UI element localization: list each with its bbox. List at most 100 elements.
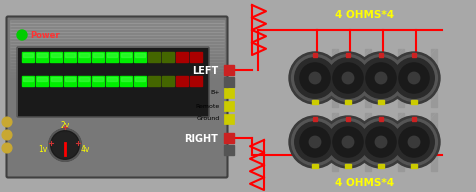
Bar	[379, 117, 383, 121]
Bar	[148, 52, 160, 62]
Bar	[190, 52, 202, 62]
Bar	[411, 164, 417, 168]
Bar	[135, 77, 145, 81]
Bar	[106, 52, 118, 62]
Bar	[224, 133, 234, 143]
Bar	[10, 74, 224, 77]
Circle shape	[361, 58, 401, 98]
Bar	[345, 164, 351, 168]
Bar	[10, 71, 224, 74]
Circle shape	[333, 127, 363, 157]
Bar	[121, 53, 131, 57]
Bar	[65, 53, 75, 57]
Bar	[10, 41, 224, 44]
Bar	[176, 52, 188, 62]
Text: 4 OHMS*4: 4 OHMS*4	[335, 178, 394, 188]
Bar	[92, 52, 104, 62]
Bar	[64, 76, 76, 86]
Bar	[92, 76, 104, 86]
Bar	[10, 53, 224, 56]
Bar	[23, 77, 33, 81]
Bar	[431, 113, 437, 171]
Bar	[431, 49, 437, 107]
Text: Ground: Ground	[197, 117, 220, 122]
Bar	[64, 52, 76, 62]
Circle shape	[399, 63, 429, 93]
Bar	[79, 53, 89, 57]
Circle shape	[342, 136, 354, 148]
Bar	[412, 53, 416, 57]
Circle shape	[289, 116, 341, 168]
Bar	[50, 52, 62, 62]
Text: 4 OHMS*4: 4 OHMS*4	[335, 10, 394, 20]
Circle shape	[366, 63, 396, 93]
Bar	[224, 65, 234, 75]
Circle shape	[325, 55, 371, 101]
Bar	[312, 164, 318, 168]
Circle shape	[325, 119, 371, 165]
Circle shape	[2, 143, 12, 153]
Bar	[106, 76, 118, 86]
Bar	[332, 49, 338, 107]
Bar	[120, 76, 132, 86]
Bar	[313, 117, 317, 121]
Bar	[10, 20, 224, 23]
Circle shape	[300, 63, 330, 93]
Bar	[346, 117, 350, 121]
Bar	[135, 53, 145, 57]
Circle shape	[355, 52, 407, 104]
Circle shape	[408, 72, 420, 84]
Bar	[398, 49, 405, 107]
Circle shape	[394, 58, 434, 98]
Bar	[224, 101, 234, 111]
Bar	[10, 62, 224, 65]
Circle shape	[408, 136, 420, 148]
Circle shape	[309, 72, 321, 84]
Bar	[134, 52, 146, 62]
Bar	[107, 77, 117, 81]
Bar	[10, 44, 224, 47]
Bar	[18, 48, 208, 116]
Text: LEFT: LEFT	[192, 66, 218, 76]
Bar	[176, 76, 188, 86]
Bar	[107, 53, 117, 57]
Circle shape	[394, 122, 434, 162]
Bar	[78, 76, 90, 86]
Bar	[379, 53, 383, 57]
Circle shape	[17, 30, 27, 40]
Bar	[412, 117, 416, 121]
Bar	[10, 29, 224, 32]
Circle shape	[292, 119, 338, 165]
Bar	[121, 77, 131, 81]
Bar	[10, 38, 224, 41]
Bar	[378, 100, 384, 104]
Bar	[37, 53, 47, 57]
Text: 2v: 2v	[60, 121, 69, 129]
Bar	[312, 100, 318, 104]
Bar	[120, 52, 132, 62]
Circle shape	[295, 122, 335, 162]
Circle shape	[2, 130, 12, 140]
Bar	[332, 113, 338, 171]
Text: B+: B+	[210, 90, 220, 95]
Bar	[345, 100, 351, 104]
Circle shape	[295, 58, 335, 98]
Bar	[51, 77, 61, 81]
Bar	[346, 53, 350, 57]
Bar	[365, 113, 371, 171]
Bar	[10, 56, 224, 59]
Circle shape	[342, 72, 354, 84]
Bar	[50, 76, 62, 86]
Bar	[93, 53, 103, 57]
FancyBboxPatch shape	[7, 17, 228, 177]
Bar	[365, 49, 371, 107]
Circle shape	[357, 119, 405, 165]
Bar	[51, 53, 61, 57]
Bar	[10, 23, 224, 26]
Circle shape	[52, 132, 78, 158]
Bar	[190, 76, 202, 86]
Text: 4v: 4v	[80, 146, 89, 155]
Circle shape	[309, 136, 321, 148]
Bar	[36, 52, 48, 62]
Bar	[36, 76, 48, 86]
